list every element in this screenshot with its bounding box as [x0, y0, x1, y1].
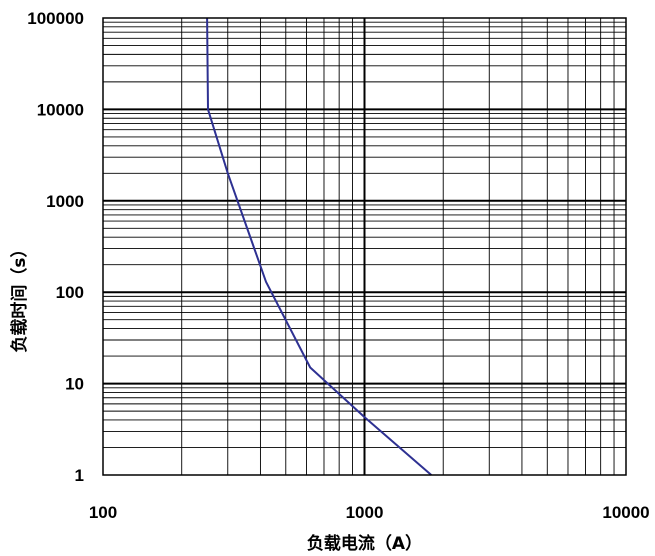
- y-tick-label: 10000: [37, 100, 84, 119]
- y-axis-label: 负载时间（s）: [9, 240, 30, 352]
- x-tick-label: 100: [89, 503, 117, 522]
- x-tick-label: 1000: [346, 503, 384, 522]
- series-layer: [206, 17, 432, 476]
- y-tick-label: 100000: [27, 9, 84, 28]
- x-axis-label: 负载电流（A）: [307, 533, 422, 554]
- grid: [103, 18, 626, 475]
- y-tick-label: 100: [56, 283, 84, 302]
- x-tick-label: 10000: [602, 503, 649, 522]
- y-tick-label: 1: [75, 466, 84, 485]
- x-tick-labels: 100 1000 10000: [89, 503, 650, 522]
- series-line: [206, 17, 432, 476]
- y-tick-label: 10: [65, 375, 84, 394]
- y-tick-label: 1000: [46, 192, 84, 211]
- plot-frame: [102, 17, 627, 476]
- y-tick-labels: 1 10 100 1000 10000 100000: [27, 9, 84, 485]
